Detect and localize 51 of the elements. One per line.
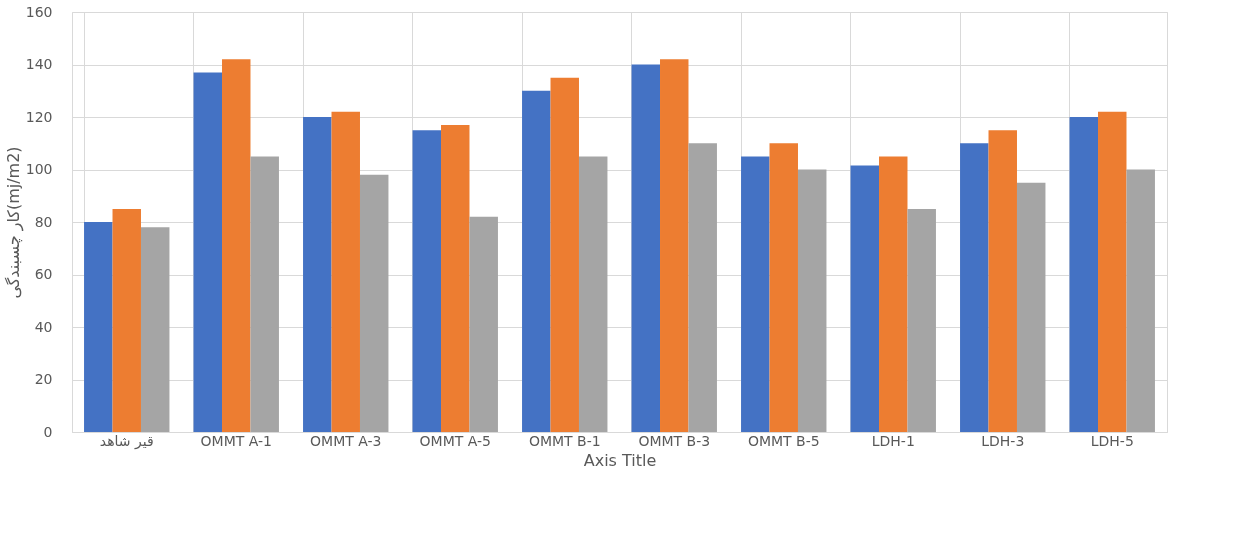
bar <box>112 208 141 432</box>
x-tick-label: LDH-5 <box>1090 432 1134 449</box>
y-tick-label: 40 <box>34 318 53 335</box>
bar <box>850 165 880 432</box>
bar <box>879 156 908 432</box>
bar <box>960 143 989 432</box>
y-tick-label: 60 <box>34 266 53 282</box>
bar <box>550 77 579 432</box>
bar <box>331 111 360 432</box>
bar <box>741 156 770 432</box>
bar <box>222 59 251 432</box>
bar <box>688 143 717 432</box>
x-tick-label: OMMT B-3 <box>638 432 711 449</box>
bar <box>907 208 936 432</box>
x-tick-label: LDH-1 <box>871 432 915 449</box>
y-tick-label: 80 <box>34 213 53 230</box>
x-tick-label: OMMT B-5 <box>747 432 820 449</box>
bar <box>1126 169 1155 432</box>
bar <box>769 143 798 432</box>
bar <box>1098 111 1127 432</box>
bar <box>988 130 1017 432</box>
y-tick-label: 20 <box>34 371 53 387</box>
bar <box>193 72 223 432</box>
bar <box>1069 117 1099 432</box>
y-tick-label: 120 <box>25 108 53 125</box>
y-tick-label: 100 <box>25 161 53 177</box>
bar <box>578 156 608 432</box>
x-tick-label: OMMT B-1 <box>528 432 601 449</box>
bar <box>469 216 498 432</box>
bar <box>359 174 389 432</box>
y-tick-label: 140 <box>25 56 53 72</box>
x-tick-label: LDH-3 <box>981 432 1025 449</box>
bar <box>631 64 661 432</box>
x-tick-label: OMMT A-5 <box>419 432 491 449</box>
y-tick-label: 0 <box>43 423 53 440</box>
x-tick-label: OMMT A-3 <box>310 432 382 449</box>
y-axis-title: کار چسبندگی(mj/m2) <box>3 146 24 299</box>
bar <box>250 156 279 432</box>
x-tick-label: قیر شاهد <box>99 432 154 450</box>
bar <box>140 227 170 432</box>
bar <box>522 90 551 432</box>
bar <box>84 222 113 432</box>
y-tick-label: 160 <box>25 3 53 20</box>
bar <box>412 130 442 432</box>
bar <box>660 59 689 432</box>
bar <box>303 117 332 432</box>
bar <box>797 169 827 432</box>
x-tick-label: OMMT A-1 <box>200 432 272 449</box>
x-axis-title: Axis Title <box>583 450 657 470</box>
bar <box>441 124 470 432</box>
bar <box>1016 182 1046 432</box>
